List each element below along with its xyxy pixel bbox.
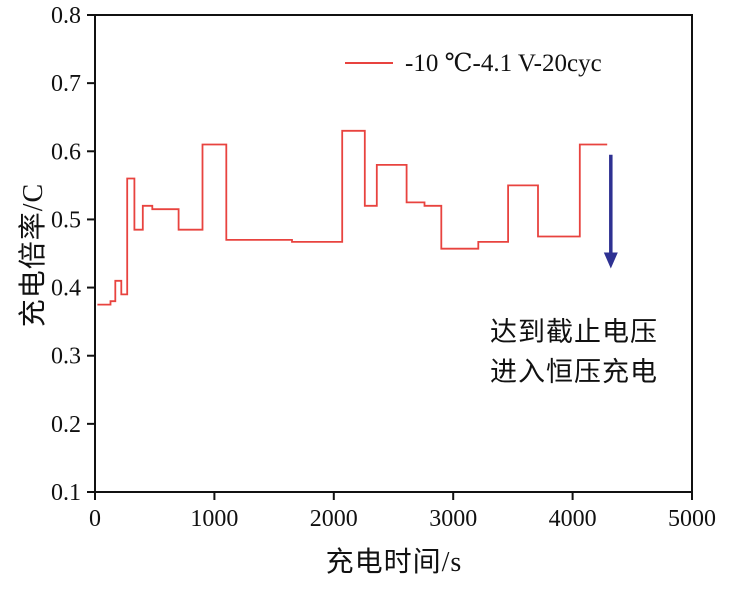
y-tick-label: 0.8 [51, 3, 81, 29]
y-tick-label: 0.2 [51, 412, 81, 438]
x-tick-label: 5000 [668, 506, 716, 532]
x-tick-label: 4000 [549, 506, 597, 532]
legend-line-sample [345, 62, 393, 64]
x-tick-label: 3000 [429, 506, 477, 532]
legend: -10 ℃-4.1 V-20cyc [345, 48, 602, 78]
x-tick-label: 2000 [310, 506, 358, 532]
x-tick-label: 0 [89, 506, 101, 532]
y-tick-label: 0.6 [51, 139, 81, 165]
y-tick-label: 0.4 [51, 276, 81, 302]
legend-label: -10 ℃-4.1 V-20cyc [405, 50, 602, 77]
annotation-text: 达到截止电压 进入恒压充电 [490, 312, 658, 392]
annotation-arrow-head [603, 252, 618, 269]
y-tick-label: 0.3 [51, 344, 81, 370]
annotation-line-1: 达到截止电压 [490, 317, 658, 347]
x-axis-title: 充电时间/s [325, 547, 463, 578]
axes-border [94, 14, 693, 493]
y-tick-label: 0.7 [51, 71, 81, 97]
x-tick-label: 1000 [190, 506, 238, 532]
y-tick-label: 0.5 [51, 207, 81, 233]
annotation-line-2: 进入恒压充电 [490, 357, 658, 387]
y-tick-label: 0.1 [51, 480, 81, 506]
y-axis-title: 充电倍率/C [18, 182, 49, 328]
data-series-line [97, 129, 608, 306]
